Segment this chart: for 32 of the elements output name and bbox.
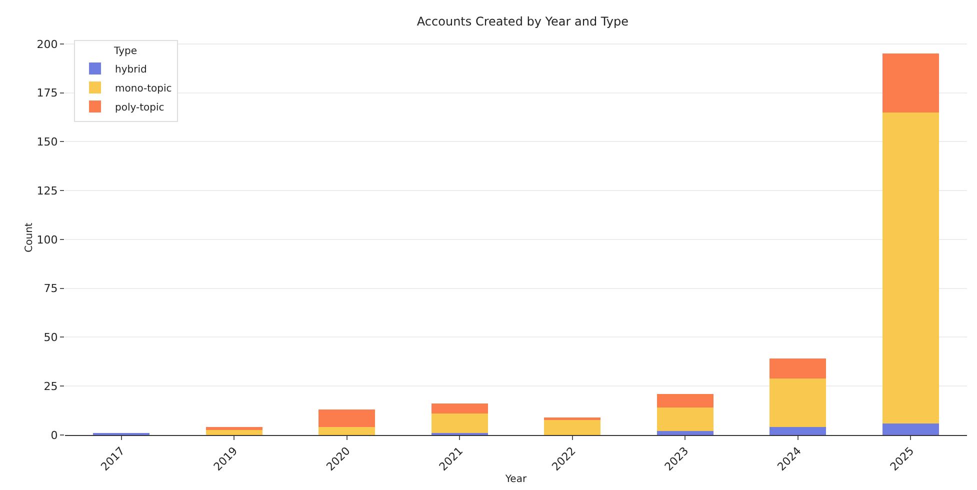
y-tick-label: 125 bbox=[36, 184, 58, 198]
y-tick-label: 25 bbox=[44, 380, 58, 393]
bar bbox=[656, 408, 714, 432]
bar bbox=[770, 358, 826, 378]
y-tick-label: 50 bbox=[44, 331, 58, 344]
bar bbox=[656, 394, 714, 408]
bar bbox=[318, 410, 376, 428]
bar bbox=[544, 417, 601, 420]
y-tick-label: 175 bbox=[36, 86, 58, 100]
y-tick-label: 75 bbox=[44, 282, 58, 296]
y-tick-label: 150 bbox=[36, 136, 58, 149]
bar bbox=[770, 378, 826, 428]
bar bbox=[431, 413, 488, 434]
chart-title: Accounts Created by Year and Type bbox=[416, 14, 628, 29]
y-tick-label: 0 bbox=[50, 428, 58, 442]
bar bbox=[770, 427, 826, 435]
bar bbox=[882, 112, 939, 424]
bar bbox=[544, 419, 601, 435]
legend-label: hybrid bbox=[115, 64, 147, 76]
legend-title: Type bbox=[113, 46, 138, 57]
y-axis-title: Count bbox=[24, 222, 35, 252]
x-axis-title: Year bbox=[504, 474, 528, 486]
bar bbox=[318, 427, 376, 435]
bar bbox=[882, 54, 939, 112]
y-tick-label: 200 bbox=[36, 38, 58, 51]
bar bbox=[431, 404, 488, 414]
legend-label: poly-topic bbox=[115, 102, 164, 114]
y-tick-label: 100 bbox=[36, 233, 58, 246]
bar bbox=[206, 427, 262, 430]
bar bbox=[882, 423, 939, 435]
legend-label: mono-topic bbox=[115, 83, 172, 94]
bar bbox=[656, 431, 714, 435]
